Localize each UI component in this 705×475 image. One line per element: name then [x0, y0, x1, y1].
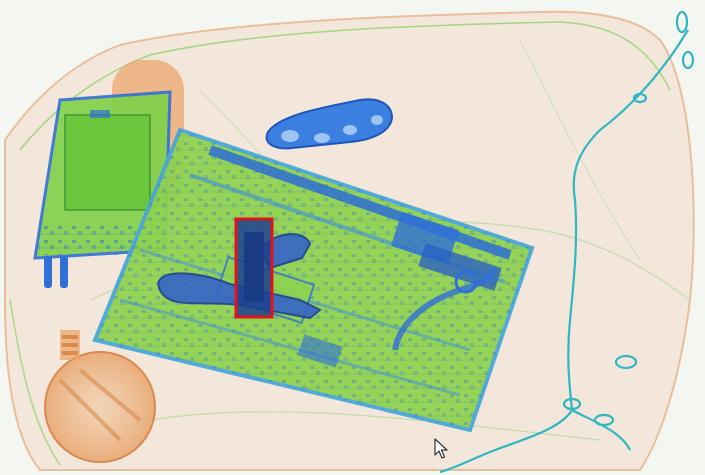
- metal-handle: [265, 98, 394, 150]
- metal-chain: [439, 10, 695, 474]
- dense-object-core: [244, 232, 264, 302]
- threat-detection-box[interactable]: [234, 217, 274, 319]
- laptop: [92, 127, 535, 433]
- mouse-pointer-icon: [434, 438, 448, 459]
- organic-ball: [44, 330, 156, 463]
